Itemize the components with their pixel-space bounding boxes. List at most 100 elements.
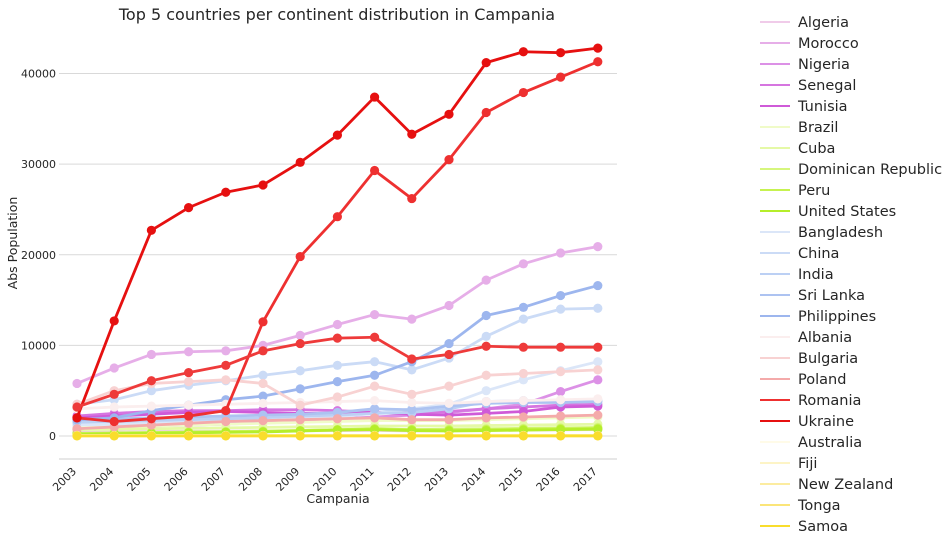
data-point [593,57,603,67]
data-point [146,386,156,396]
data-point [556,367,566,377]
x-tick-labels: 2003 2004 2005 2006 2007 2008 2009 2010 2011 2012… [50,465,600,494]
data-point [370,404,380,414]
x-tick-label: 2010 [311,465,340,494]
data-point [109,316,119,326]
data-point [556,431,566,441]
data-point [593,394,603,404]
legend-label: China [798,246,839,262]
data-point [481,413,491,423]
data-point [258,370,268,380]
data-point [481,310,491,321]
data-point [184,377,194,387]
data-point [146,349,156,360]
data-point [444,398,454,408]
data-point [593,43,603,53]
legend-item: Fiji [760,456,817,472]
data-point [481,386,491,396]
data-point [556,72,566,82]
data-point [407,365,417,375]
legend-label: Cuba [798,141,835,157]
data-point [184,431,194,441]
x-tick-label: 2007 [199,465,228,494]
legend-label: Senegal [798,78,856,94]
data-point [332,431,342,441]
legend-item: Senegal [760,78,856,94]
legend-item: Nigeria [760,57,850,73]
data-point [146,431,156,441]
data-point [518,87,529,98]
data-point [146,420,156,430]
data-point [556,395,566,405]
data-point [258,415,268,426]
data-point [295,338,305,349]
data-point [146,376,156,386]
data-point [370,396,380,406]
legend-label: Samoa [798,519,848,535]
data-point [72,413,82,423]
data-point [518,431,529,441]
data-point [184,203,194,213]
legend-item: China [760,246,839,262]
data-point [556,290,566,301]
data-point [593,280,603,291]
legend-label: Fiji [798,456,817,472]
data-point [518,412,529,422]
x-tick-label: 2011 [348,465,377,494]
series-morocco [72,242,603,389]
data-point [518,259,529,269]
data-point [370,413,380,423]
legend-label: Bangladesh [798,225,883,241]
data-point [407,431,417,441]
data-point [556,48,566,58]
legend-label: United States [798,204,896,220]
legend-label: Morocco [798,36,859,52]
x-tick-label: 2004 [87,465,116,494]
data-point [72,431,82,441]
x-tick-label: 2006 [162,465,191,494]
data-point [481,431,491,441]
data-point [556,248,566,258]
series-unlabeled [72,332,603,412]
data-point [332,319,342,330]
series-ukraine [72,43,603,423]
data-point [295,415,305,425]
data-point [444,431,454,441]
data-point [407,354,417,364]
data-point [444,300,454,311]
data-point [370,92,380,102]
legend-label: Sri Lanka [798,288,865,304]
data-point [258,391,268,401]
x-tick-label: 2008 [236,465,265,494]
data-point [593,342,603,352]
data-point [146,401,156,411]
data-point [593,431,603,441]
data-point [407,415,417,425]
data-point [370,165,380,176]
y-tick-label: 0 [49,430,56,443]
x-tick-label: 2015 [497,465,526,494]
x-tick-label: 2016 [534,465,563,494]
legend-item: Ukraine [760,414,854,430]
data-point [109,416,119,427]
data-point [332,130,342,140]
legend-item: India [760,267,834,283]
data-point [221,346,231,356]
data-point [221,375,231,385]
data-point [221,406,231,416]
data-point [593,242,603,252]
legend-label: New Zealand [798,477,893,493]
data-point [593,365,603,375]
legend-item: Poland [760,372,846,388]
data-point [444,155,454,165]
legend-item: Bulgaria [760,351,858,367]
data-point [593,303,603,313]
data-point [295,400,305,410]
data-point [593,410,603,420]
legend-label: Albania [798,330,852,346]
data-point [518,375,529,385]
x-tick-label: 2005 [125,465,154,494]
y-tick-label: 20000 [21,249,56,262]
data-point [370,332,380,342]
